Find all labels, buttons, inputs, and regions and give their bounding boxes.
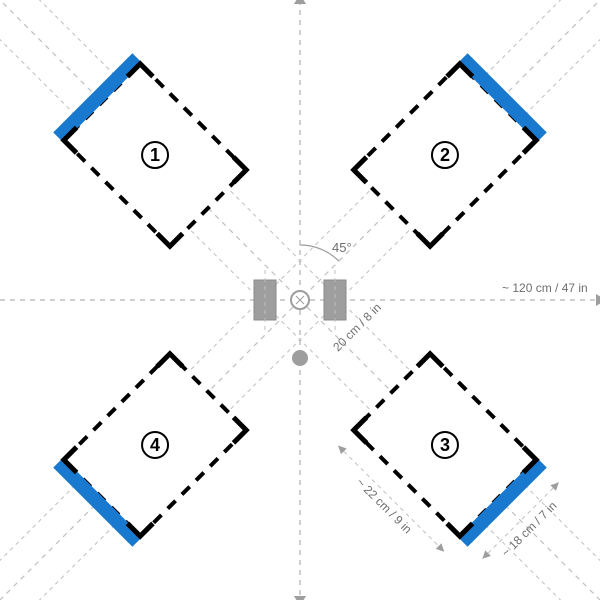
box-4: 4 <box>53 352 247 546</box>
axis-arrow <box>294 0 306 4</box>
axis-arrow <box>294 596 306 600</box>
axis-arrow <box>596 294 600 306</box>
box-3: 3 <box>352 352 546 546</box>
box-number: 1 <box>150 145 160 165</box>
dim-22cm: ~ 22 cm / 9 in <box>354 475 415 536</box>
angle-label: 45° <box>332 240 352 255</box>
diagram-canvas: 45°1234~ 120 cm / 47 in20 cm / 8 in~ 22 … <box>0 0 600 600</box>
box-number: 2 <box>440 145 450 165</box>
center-block <box>324 270 346 330</box>
center-block <box>254 270 276 330</box>
small-circle <box>292 350 308 366</box>
box-number: 3 <box>440 435 450 455</box>
box-number: 4 <box>150 435 160 455</box>
dim-120cm: ~ 120 cm / 47 in <box>502 281 588 295</box>
